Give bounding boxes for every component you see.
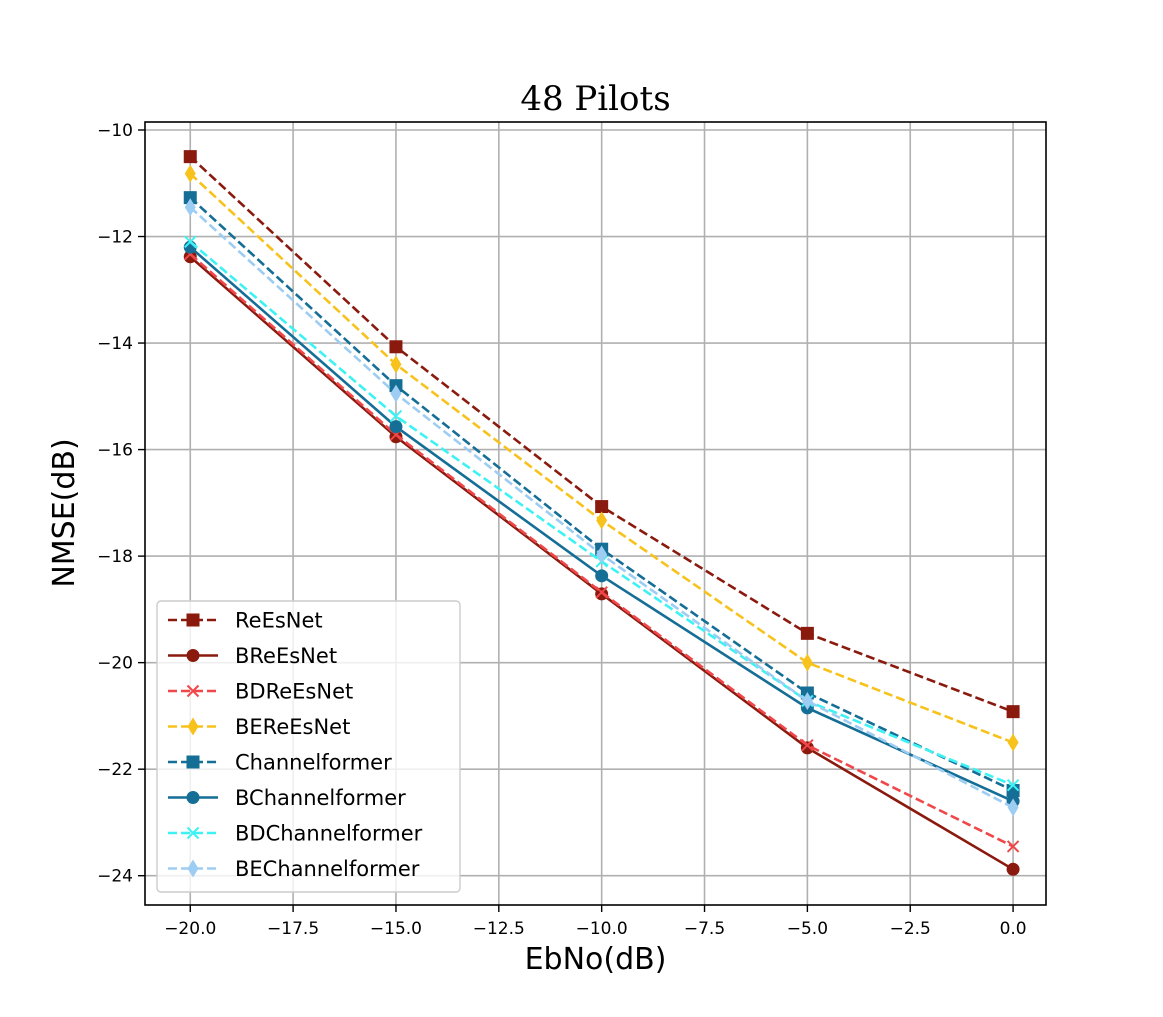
x-tick-label: −15.0 [370,919,422,939]
legend-label: BEChannelformer [235,857,420,881]
data-point [800,626,814,640]
data-point [595,586,608,599]
series-bereesnet [184,164,1019,752]
legend-label: BReEsNet [235,644,337,668]
legend-label: ReEsNet [235,609,323,633]
series-line [189,253,1014,848]
legend-label: BDChannelformer [235,822,423,846]
x-axis-label: EbNo(dB) [525,942,667,977]
data-point [389,430,403,444]
legend-marker [187,717,199,736]
legend-box [156,600,461,893]
data-point [1007,798,1019,817]
series-bechannelformer [184,198,1019,817]
data-point [184,198,196,217]
series-reesnet [183,150,1020,719]
data-point [183,250,197,264]
data-point [596,511,608,530]
x-tick-label: −20.0 [164,919,216,939]
y-axis-ticks: −10 −12 −14 −16 −18 −20 −22 −24 [97,121,145,887]
data-point [183,150,197,164]
y-tick-label: −16 [97,441,133,461]
legend-marker [186,755,200,769]
legend-marker [186,649,200,662]
legend-entry: BEReEsNet [168,715,350,739]
chart-title: 48 Pilots [520,79,670,119]
data-point [389,409,403,423]
data-point [595,569,609,583]
data-point [1006,705,1020,719]
data-point [1007,733,1019,752]
data-point [801,738,814,752]
x-tick-label: −17.5 [267,919,319,939]
data-point [390,355,402,374]
legend-entry: BEChannelformer [168,857,420,881]
data-point [1006,778,1020,792]
x-tick-label: −10.0 [576,919,628,939]
y-tick-label: −12 [97,228,133,248]
legend: ReEsNet BReEsNet BDReEsNet BEReEsNet Channel… [156,600,461,893]
data-point [595,500,609,514]
data-point [389,420,403,434]
data-point [1006,862,1020,876]
y-tick-label: −14 [97,334,133,354]
x-tick-label: −2.5 [890,919,931,939]
data-point [184,235,197,249]
series-group [183,150,1020,876]
data-point [390,384,402,403]
legend-entry: BDReEsNet [168,680,353,704]
legend-entry: Channelformer [168,751,392,775]
data-point [596,545,608,564]
data-point [389,340,403,354]
x-tick-label: 0.0 [1000,919,1027,939]
data-point [801,653,813,672]
y-tick-label: −22 [97,760,133,780]
x-tick-label: −5.0 [787,919,828,939]
data-point [1006,840,1020,853]
data-point [183,191,197,205]
y-axis-label: NMSE(dB) [47,438,82,587]
legend-entry: BChannelformer [168,786,406,810]
legend-marker [186,826,200,840]
legend-marker [187,859,199,878]
legend-label: Channelformer [235,751,392,775]
x-tick-label: −7.5 [684,919,725,939]
data-point [184,164,196,183]
plot-frame [144,121,1047,906]
legend-marker [186,791,200,804]
legend-marker [186,684,200,698]
legend-label: BChannelformer [235,786,406,810]
legend-entry: ReEsNet [168,609,323,633]
data-point [801,691,813,710]
series-bchannelformer [183,240,1020,808]
x-axis-ticks: −20.0 −17.5 −15.0 −12.5 −10.0 −7.5 −5.0 −2.5 0.0 [164,905,1027,939]
y-tick-label: −18 [97,547,133,567]
data-point [800,741,814,755]
legend-label: BDReEsNet [235,680,353,704]
legend-entry: BReEsNet [168,644,337,668]
y-tick-label: −24 [97,867,133,887]
legend-marker [186,613,200,627]
y-tick-label: −20 [97,654,133,674]
y-tick-label: −10 [97,121,133,141]
x-tick-label: −12.5 [473,919,525,939]
legend-label: BEReEsNet [235,715,350,739]
legend-entry: BDChannelformer [168,822,423,846]
